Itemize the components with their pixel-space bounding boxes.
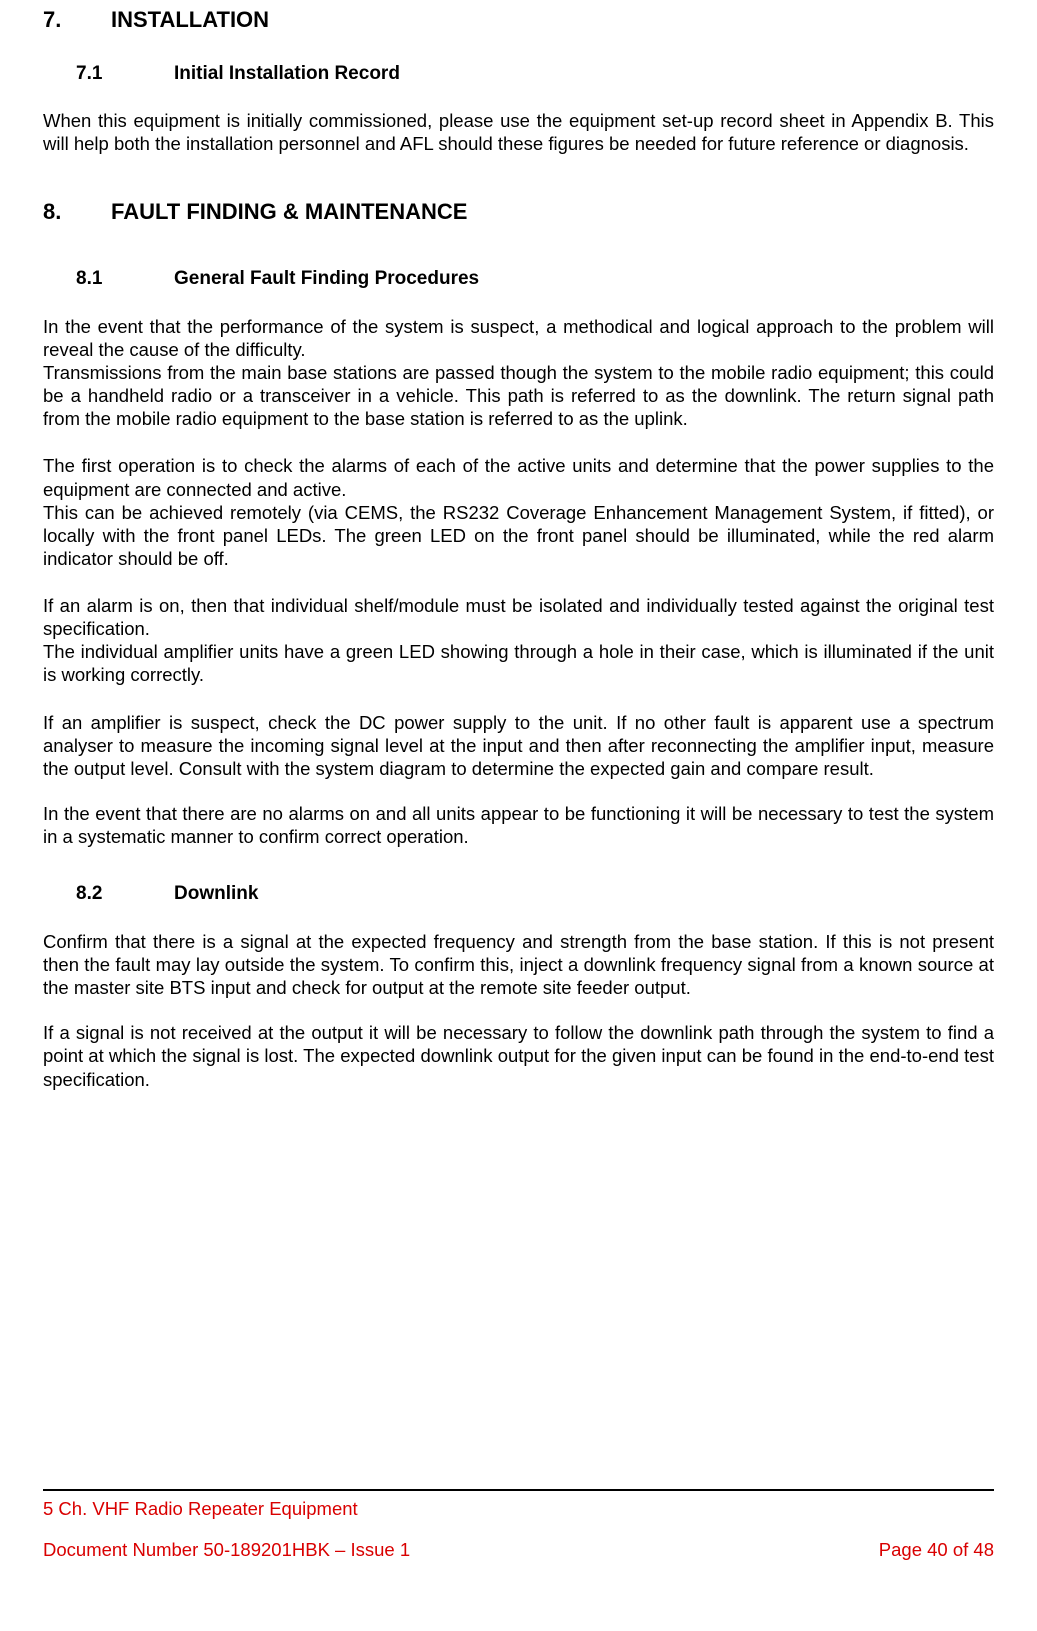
page-footer: 5 Ch. VHF Radio Repeater Equipment Docum… <box>43 1489 994 1561</box>
heading-8-1-num: 8.1 <box>76 267 174 291</box>
heading-7-title: INSTALLATION <box>111 7 269 32</box>
heading-7-1-num: 7.1 <box>76 62 174 86</box>
footer-rule <box>43 1489 994 1491</box>
heading-8-title: FAULT FINDING & MAINTENANCE <box>111 199 467 224</box>
para-8-1-3: The first operation is to check the alar… <box>43 454 994 500</box>
heading-7-1: 7.1Initial Installation Record <box>76 62 994 86</box>
para-8-1-4: This can be achieved remotely (via CEMS,… <box>43 501 994 570</box>
para-8-1-7: If an amplifier is suspect, check the DC… <box>43 711 994 780</box>
footer-page-number: Page 40 of 48 <box>879 1538 994 1561</box>
heading-8: 8.FAULT FINDING & MAINTENANCE <box>43 198 994 226</box>
para-8-2-2: If a signal is not received at the outpu… <box>43 1021 994 1090</box>
heading-8-2-num: 8.2 <box>76 882 174 906</box>
footer-doc-number: Document Number 50-189201HBK – Issue 1 <box>43 1538 410 1561</box>
heading-8-num: 8. <box>43 198 111 226</box>
para-7-1-1: When this equipment is initially commiss… <box>43 109 994 155</box>
heading-7: 7.INSTALLATION <box>43 6 994 34</box>
heading-7-1-title: Initial Installation Record <box>174 63 400 84</box>
heading-8-2-title: Downlink <box>174 883 258 904</box>
para-8-1-6: The individual amplifier units have a gr… <box>43 640 994 686</box>
para-8-1-2: Transmissions from the main base station… <box>43 361 994 430</box>
heading-8-1-title: General Fault Finding Procedures <box>174 268 479 289</box>
para-8-2-1: Confirm that there is a signal at the ex… <box>43 930 994 999</box>
heading-7-num: 7. <box>43 6 111 34</box>
footer-title: 5 Ch. VHF Radio Repeater Equipment <box>43 1497 994 1520</box>
para-8-1-5: If an alarm is on, then that individual … <box>43 594 994 640</box>
heading-8-1: 8.1General Fault Finding Procedures <box>76 267 994 291</box>
para-8-1-8: In the event that there are no alarms on… <box>43 802 994 848</box>
para-8-1-1: In the event that the performance of the… <box>43 315 994 361</box>
heading-8-2: 8.2Downlink <box>76 882 994 906</box>
